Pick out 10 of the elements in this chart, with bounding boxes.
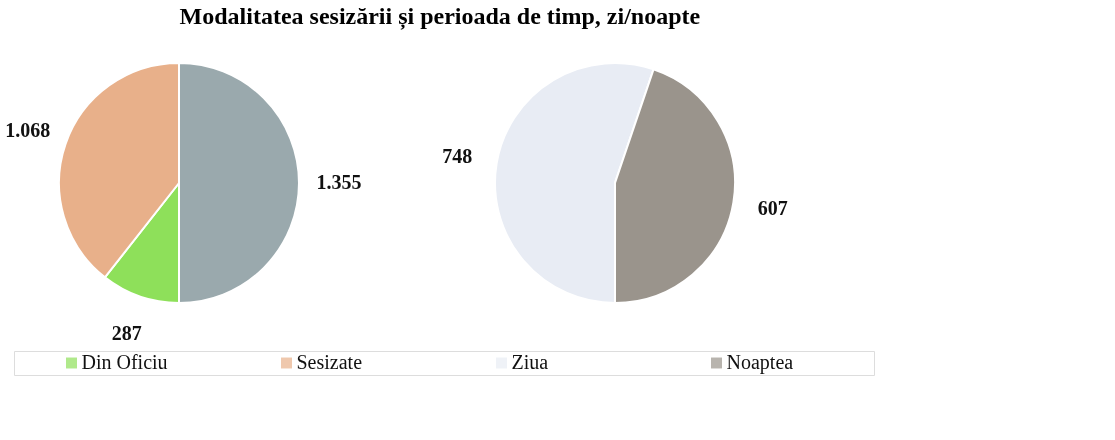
text: Modalitatea sesizării și perioada de timp, zi/noapte [179, 3, 701, 30]
data-label: 1.068 [5, 118, 51, 141]
data-label: 287 [111, 322, 142, 345]
legend-label: Sesizate [296, 351, 363, 373]
legend-label: Noaptea [726, 351, 794, 374]
data-label: 1.355 [316, 171, 362, 193]
data-label: 607 [757, 197, 788, 220]
legend-label: Din Oficiu [81, 351, 168, 373]
data-label: 748 [442, 144, 473, 167]
legend-label: Ziua [511, 351, 549, 373]
